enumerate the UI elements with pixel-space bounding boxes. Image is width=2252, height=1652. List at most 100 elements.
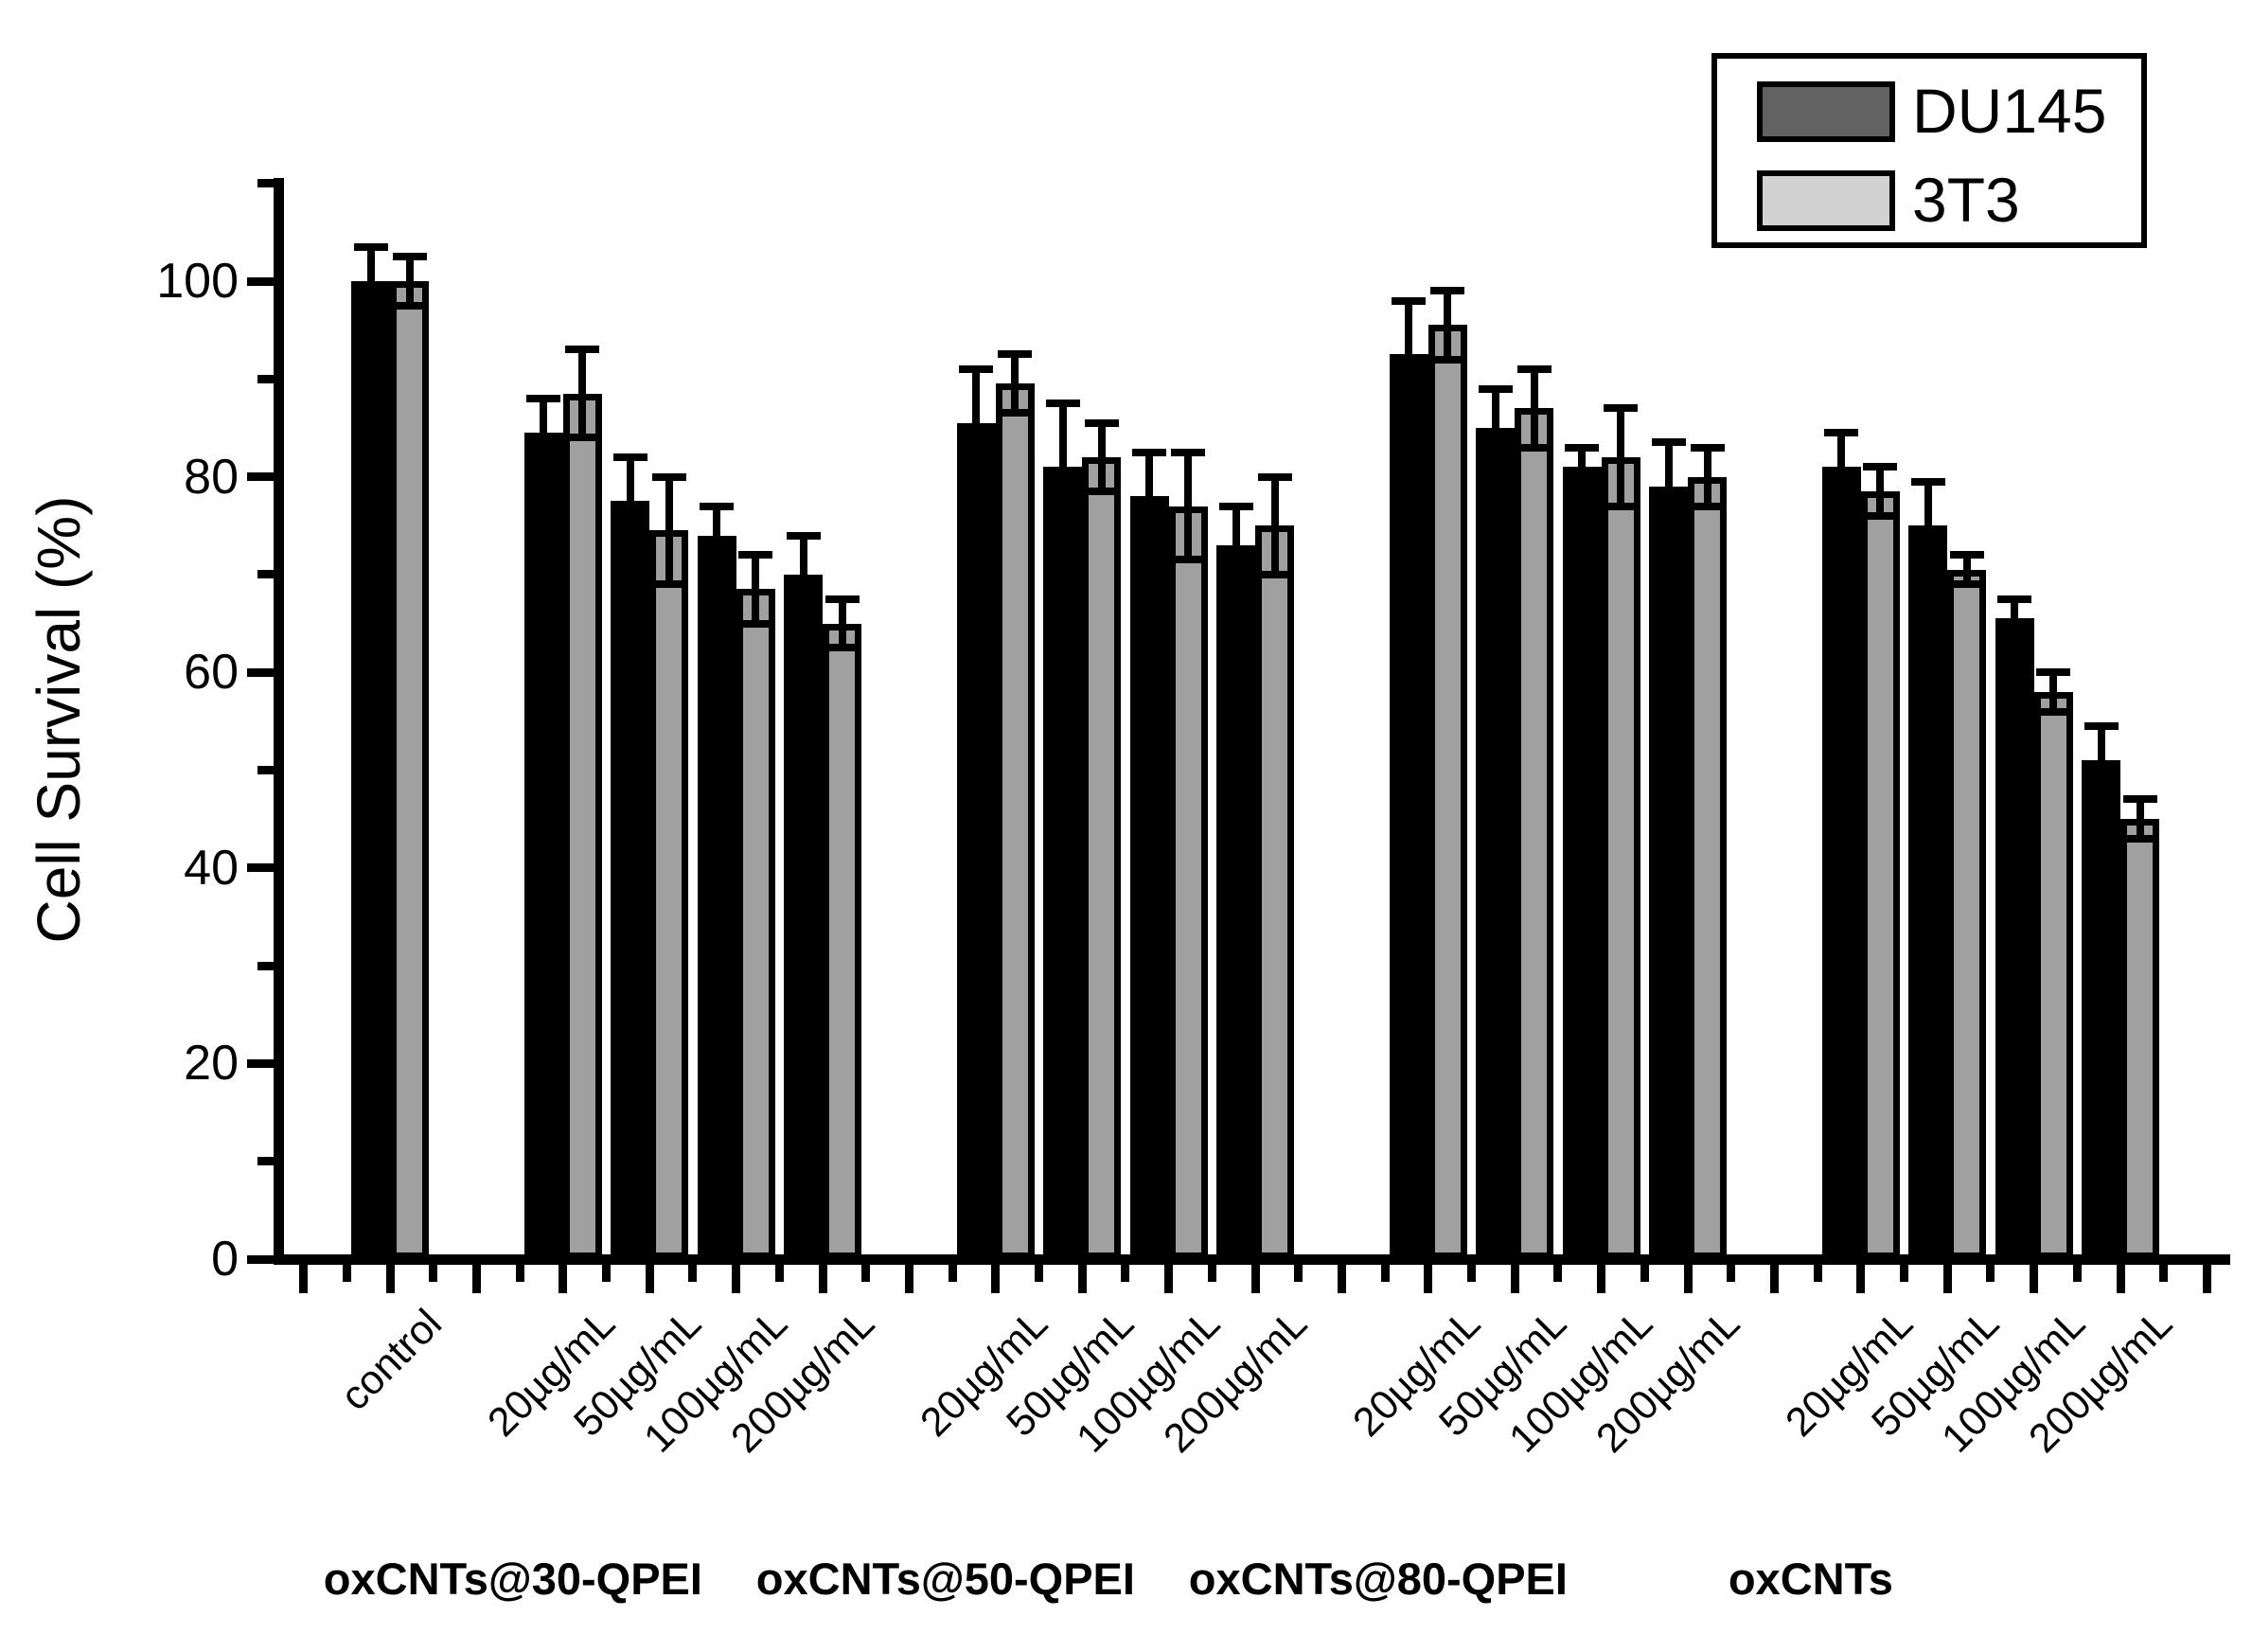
group-label: oxCNTs@80-QPEI bbox=[1188, 1554, 1568, 1604]
bar-3t3-oxCNTs@80-QPEI-200µg/mL bbox=[1688, 476, 1727, 1259]
error-cap-top bbox=[651, 472, 686, 481]
error-cap-top bbox=[1218, 502, 1253, 510]
y-major-tick bbox=[246, 1058, 274, 1068]
error-cap-top bbox=[526, 394, 561, 402]
x-minor-tick bbox=[774, 1264, 784, 1282]
error-cap-bottom bbox=[825, 644, 860, 652]
bar-3t3-oxCNTs@80-QPEI-100µg/mL bbox=[1601, 456, 1640, 1259]
error-whisker bbox=[2011, 598, 2019, 627]
error-cap-top bbox=[1824, 429, 1859, 437]
x-minor-tick bbox=[1035, 1264, 1043, 1282]
error-cap-bottom bbox=[1084, 488, 1119, 496]
error-cap-bottom bbox=[1690, 502, 1725, 510]
error-whisker bbox=[2136, 799, 2144, 839]
bar-3t3-oxCNTs@80-QPEI-50µg/mL bbox=[1515, 408, 1554, 1259]
y-tick-label: 0 bbox=[211, 1232, 239, 1287]
error-cap-top bbox=[1565, 443, 1600, 452]
bar-3t3-oxCNTs@50-QPEI-200µg/mL bbox=[1255, 525, 1294, 1259]
bar-du145-control-control bbox=[351, 281, 390, 1259]
bar-3t3-oxCNTs-100µg/mL bbox=[2033, 691, 2073, 1259]
error-cap-top bbox=[738, 551, 773, 560]
error-cap-top bbox=[1863, 463, 1898, 471]
error-cap-top bbox=[1604, 404, 1639, 413]
x-minor-tick bbox=[1727, 1264, 1736, 1282]
x-major-tick bbox=[559, 1264, 568, 1293]
bar-3t3-control-control bbox=[390, 281, 429, 1259]
error-whisker bbox=[713, 506, 721, 543]
error-cap-top bbox=[1257, 472, 1292, 481]
x-major-tick bbox=[732, 1264, 741, 1293]
group-label: oxCNTs bbox=[1728, 1554, 1893, 1604]
bar-du145-oxCNTs@30-QPEI-100µg/mL bbox=[697, 535, 736, 1259]
x-major-tick bbox=[904, 1264, 913, 1293]
y-minor-tick bbox=[257, 179, 274, 188]
x-minor-tick bbox=[602, 1264, 611, 1282]
y-axis-line bbox=[273, 178, 284, 1265]
error-cap-top bbox=[392, 253, 427, 261]
error-whisker bbox=[1011, 354, 1020, 414]
error-cap-top bbox=[1949, 551, 1984, 560]
error-cap-top bbox=[1516, 364, 1552, 373]
bar-du145-oxCNTs-100µg/mL bbox=[1995, 618, 2034, 1259]
x-minor-tick bbox=[1207, 1264, 1216, 1282]
y-major-tick bbox=[246, 276, 274, 286]
x-major-tick bbox=[1077, 1264, 1087, 1293]
error-whisker bbox=[1058, 403, 1067, 475]
x-minor-tick bbox=[688, 1264, 698, 1282]
x-major-tick bbox=[1683, 1264, 1693, 1293]
x-minor-tick bbox=[861, 1264, 871, 1282]
error-whisker bbox=[2049, 672, 2058, 712]
error-whisker bbox=[972, 368, 981, 431]
x-major-tick bbox=[818, 1264, 827, 1293]
error-cap-bottom bbox=[738, 619, 773, 628]
error-cap-top bbox=[2084, 722, 2119, 730]
error-cap-bottom bbox=[1257, 570, 1292, 578]
x-minor-tick bbox=[342, 1264, 351, 1282]
x-major-tick bbox=[2030, 1264, 2039, 1293]
x-minor-tick bbox=[1813, 1264, 1822, 1282]
error-whisker bbox=[1530, 368, 1538, 448]
x-axis-line bbox=[273, 1253, 2230, 1265]
bar-du145-oxCNTs@50-QPEI-50µg/mL bbox=[1043, 467, 1083, 1259]
error-whisker bbox=[578, 349, 587, 438]
bar-du145-oxCNTs@50-QPEI-20µg/mL bbox=[956, 422, 996, 1259]
y-axis-title: Cell Survival (%) bbox=[25, 495, 93, 944]
legend-box: DU145 3T3 bbox=[1711, 53, 2147, 248]
error-whisker bbox=[1097, 422, 1106, 492]
error-cap-bottom bbox=[392, 301, 427, 310]
error-whisker bbox=[405, 257, 414, 306]
x-major-tick bbox=[1769, 1264, 1779, 1293]
x-major-tick bbox=[1856, 1264, 1866, 1293]
bar-du145-oxCNTs@30-QPEI-20µg/mL bbox=[523, 433, 563, 1259]
error-whisker bbox=[540, 398, 548, 441]
bar-3t3-oxCNTs@50-QPEI-20µg/mL bbox=[995, 383, 1035, 1259]
x-major-tick bbox=[645, 1264, 654, 1293]
error-whisker bbox=[1617, 408, 1625, 506]
error-whisker bbox=[1876, 467, 1885, 516]
legend-label-3t3: 3T3 bbox=[1912, 165, 2020, 235]
x-major-tick bbox=[471, 1264, 481, 1293]
error-cap-top bbox=[565, 346, 600, 354]
bar-3t3-oxCNTs-200µg/mL bbox=[2120, 819, 2159, 1259]
error-cap-top bbox=[353, 242, 388, 251]
error-whisker bbox=[2097, 726, 2105, 769]
error-cap-top bbox=[1132, 448, 1167, 456]
bar-3t3-oxCNTs@80-QPEI-20µg/mL bbox=[1427, 325, 1467, 1259]
y-minor-tick bbox=[257, 570, 274, 579]
x-minor-tick bbox=[1900, 1264, 1908, 1282]
bar-3t3-oxCNTs@50-QPEI-50µg/mL bbox=[1082, 456, 1122, 1259]
error-whisker bbox=[1232, 506, 1240, 553]
error-whisker bbox=[1837, 433, 1846, 475]
x-minor-tick bbox=[1553, 1264, 1563, 1282]
error-whisker bbox=[1703, 447, 1711, 506]
error-whisker bbox=[366, 246, 375, 289]
x-minor-tick bbox=[1467, 1264, 1476, 1282]
bar-du145-oxCNTs-20µg/mL bbox=[1821, 467, 1861, 1259]
error-whisker bbox=[665, 476, 673, 585]
error-cap-top bbox=[612, 453, 647, 461]
x-major-tick bbox=[991, 1264, 1001, 1293]
error-cap-bottom bbox=[1516, 443, 1552, 452]
y-tick-label: 100 bbox=[156, 254, 239, 309]
x-major-tick bbox=[2116, 1264, 2125, 1293]
error-whisker bbox=[752, 555, 760, 624]
